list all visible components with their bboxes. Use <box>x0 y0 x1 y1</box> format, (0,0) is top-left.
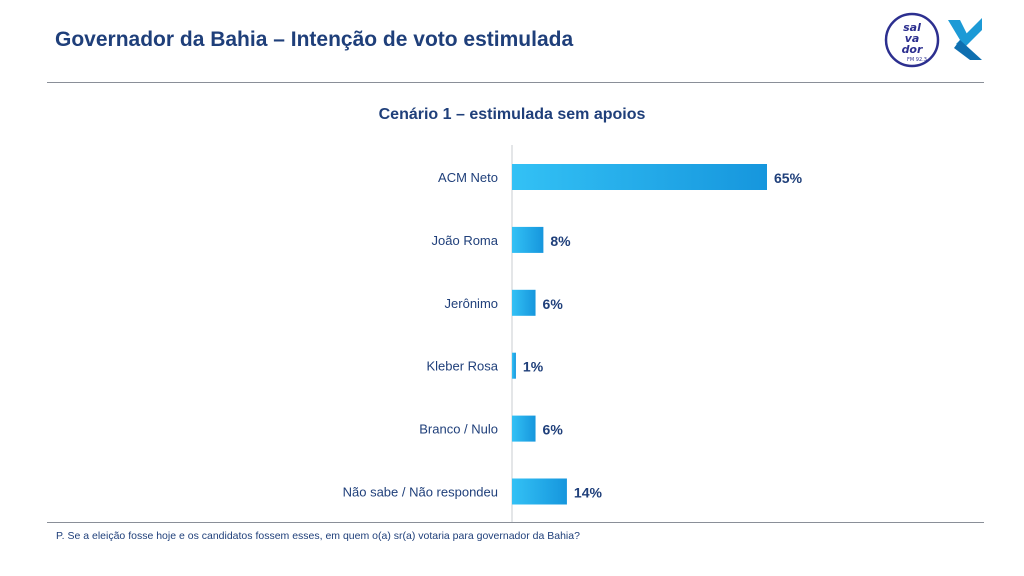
category-label: Kleber Rosa <box>426 359 498 374</box>
chart-title: Cenário 1 – estimulada sem apoios <box>378 106 646 123</box>
value-label: 1% <box>523 359 544 375</box>
value-label: 8% <box>550 233 571 249</box>
category-label: Não sabe / Não respondeu <box>343 485 498 500</box>
value-label: 6% <box>543 296 564 312</box>
footer-divider <box>47 522 984 523</box>
value-label: 65% <box>774 170 803 186</box>
question-footnote: P. Se a eleição fosse hoje e os candidat… <box>56 530 580 542</box>
category-label: Branco / Nulo <box>419 422 498 437</box>
bar <box>512 415 536 442</box>
bar <box>512 164 767 190</box>
svg-text:sal: sal <box>903 21 921 34</box>
category-label: João Roma <box>432 233 499 248</box>
bar <box>512 226 544 253</box>
header-divider <box>47 82 984 83</box>
bar <box>512 478 567 505</box>
category-label: Jerônimo <box>445 296 498 311</box>
x-logo-icon <box>946 14 984 64</box>
svg-text:FM 92.3: FM 92.3 <box>907 57 927 63</box>
bar <box>512 289 536 316</box>
svg-text:va: va <box>905 32 920 45</box>
bar <box>512 352 516 379</box>
svg-text:dor: dor <box>902 43 923 56</box>
category-label: ACM Neto <box>438 170 498 185</box>
value-label: 14% <box>574 485 603 501</box>
salvador-fm-logo: sal va dor FM 92.3 <box>884 12 940 68</box>
value-label: 6% <box>543 422 564 438</box>
page-title: Governador da Bahia – Intenção de voto e… <box>55 28 574 51</box>
